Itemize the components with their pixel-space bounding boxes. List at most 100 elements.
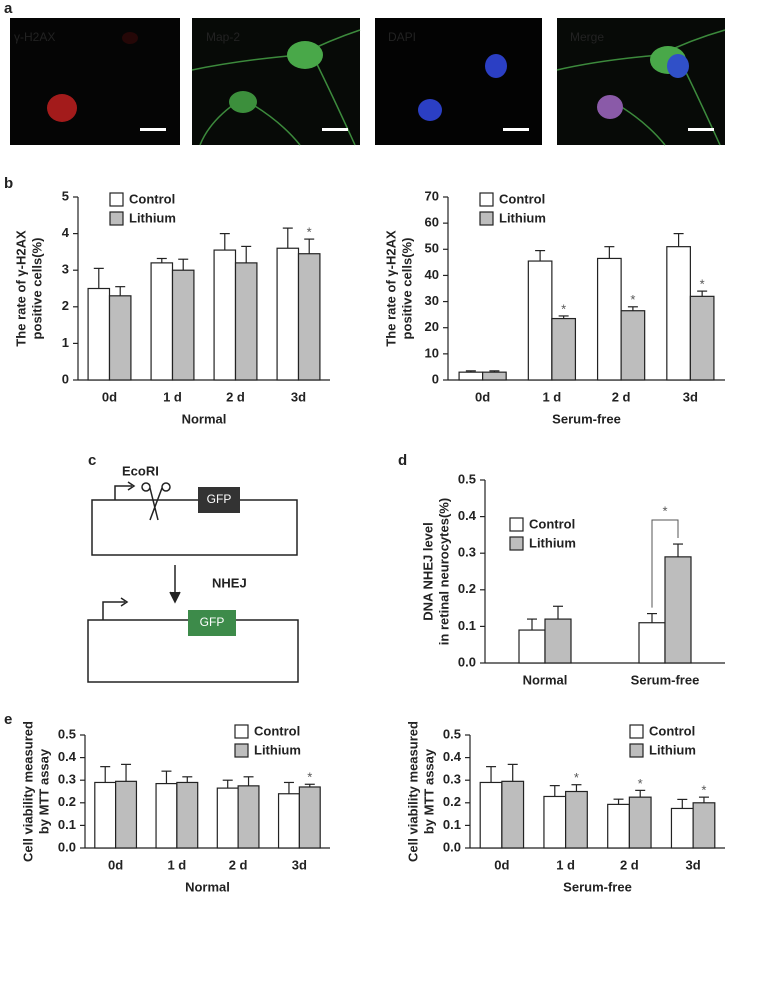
bar (543, 795, 567, 849)
legend-label: Control (529, 516, 575, 531)
bar (234, 262, 258, 381)
x-tick-label: Normal (523, 672, 568, 687)
panel-label: a (4, 0, 13, 17)
x-tick-label: 2 d (226, 389, 245, 404)
x-tick-label: 2 d (620, 857, 639, 872)
y-axis-title: The rate of γ-H2AX (13, 230, 28, 347)
x-tick-label: 2 d (612, 389, 631, 404)
y-tick-label: 0.0 (58, 839, 76, 854)
y-tick-label: 0.2 (443, 794, 461, 809)
bar (607, 803, 630, 849)
panel-label: b (4, 175, 13, 192)
y-tick-label: 0.5 (58, 726, 76, 741)
panel-label: e (4, 711, 12, 728)
y-tick-label: 4 (62, 225, 70, 240)
y-tick-label: 0.2 (458, 581, 476, 596)
y-axis-title: positive cells(%) (29, 238, 44, 340)
significance-marker: * (700, 277, 705, 292)
legend-swatch (509, 517, 524, 532)
y-tick-label: 0.1 (58, 817, 76, 832)
y-axis-title: Cell viability measured (20, 721, 35, 862)
y-tick-label: 60 (425, 215, 439, 230)
significance-marker: * (638, 776, 643, 791)
gfp-box (198, 487, 240, 513)
bar (628, 796, 652, 849)
gene-label: GFP (200, 615, 225, 629)
bar (458, 371, 484, 381)
x-tick-label: 0d (494, 857, 509, 872)
bar (638, 622, 666, 664)
legend-swatch (629, 743, 644, 758)
legend-label: Lithium (499, 210, 546, 225)
significance-bracket (651, 519, 679, 608)
y-tick-label: 50 (425, 241, 439, 256)
bar (176, 781, 199, 849)
bar (596, 257, 622, 381)
x-tick-label: 3d (683, 389, 698, 404)
x-tick-label: 2 d (229, 857, 248, 872)
y-tick-label: 0.4 (443, 749, 462, 764)
x-tick-label: 3d (292, 857, 307, 872)
bar (544, 618, 572, 664)
significance-marker: * (630, 292, 635, 307)
gfp-box (188, 610, 236, 636)
micrograph (556, 18, 726, 146)
bar (666, 246, 691, 381)
panel-label: d (398, 452, 407, 469)
x-axis-title: Serum-free (563, 879, 632, 894)
gene-label: GFP (207, 492, 232, 506)
y-tick-label: 0.0 (443, 839, 461, 854)
y-tick-label: 20 (425, 319, 439, 334)
bar (155, 782, 178, 849)
x-axis-title: Normal (185, 879, 230, 894)
bar (87, 287, 111, 381)
y-tick-label: 40 (425, 267, 439, 282)
y-axis-title: positive cells(%) (399, 238, 414, 340)
significance-marker: * (307, 225, 312, 240)
significance-marker: * (701, 783, 706, 798)
y-tick-label: 30 (425, 293, 439, 308)
bar (298, 786, 321, 849)
x-tick-label: 0d (102, 389, 117, 404)
x-tick-label: 1 d (542, 389, 561, 404)
plasmid-diagram (87, 481, 299, 683)
legend-label: Lithium (254, 742, 301, 757)
legend-swatch (509, 536, 524, 551)
micrograph-label: γ-H2AX (14, 30, 55, 44)
y-tick-label: 0.1 (458, 618, 476, 633)
legend-label: Control (254, 723, 300, 738)
y-tick-label: 0 (432, 371, 439, 386)
bar (518, 629, 546, 664)
legend-label: Lithium (649, 742, 696, 757)
legend-label: Control (649, 723, 695, 738)
y-tick-label: 0.4 (458, 508, 477, 523)
micrograph-label: Merge (570, 30, 604, 44)
bar (482, 371, 507, 381)
bar (216, 787, 239, 849)
legend-swatch (479, 211, 494, 226)
legend-swatch (234, 743, 249, 758)
bar (479, 781, 503, 849)
y-axis-title: by MTT assay (36, 748, 51, 834)
y-axis-title: in retinal neurocytes(%) (436, 498, 451, 645)
x-tick-label: 1 d (163, 389, 182, 404)
x-tick-label: 0d (475, 389, 490, 404)
bar (171, 269, 195, 381)
x-tick-label: 0d (108, 857, 123, 872)
bar (565, 790, 588, 849)
significance-marker: * (307, 770, 312, 785)
legend-swatch (234, 724, 249, 739)
y-tick-label: 0.0 (458, 654, 476, 669)
bar (551, 317, 577, 381)
legend-label: Control (499, 191, 545, 206)
enzyme-label: EcoRI (122, 463, 159, 478)
y-tick-label: 0.5 (458, 471, 476, 486)
bar (692, 802, 716, 849)
significance-marker: * (561, 301, 566, 316)
legend-label: Control (129, 191, 175, 206)
bar (277, 793, 300, 849)
bar (115, 780, 138, 849)
micrograph-label: DAPI (388, 30, 416, 44)
y-tick-label: 0.3 (443, 772, 461, 787)
y-tick-label: 0.3 (458, 545, 476, 560)
